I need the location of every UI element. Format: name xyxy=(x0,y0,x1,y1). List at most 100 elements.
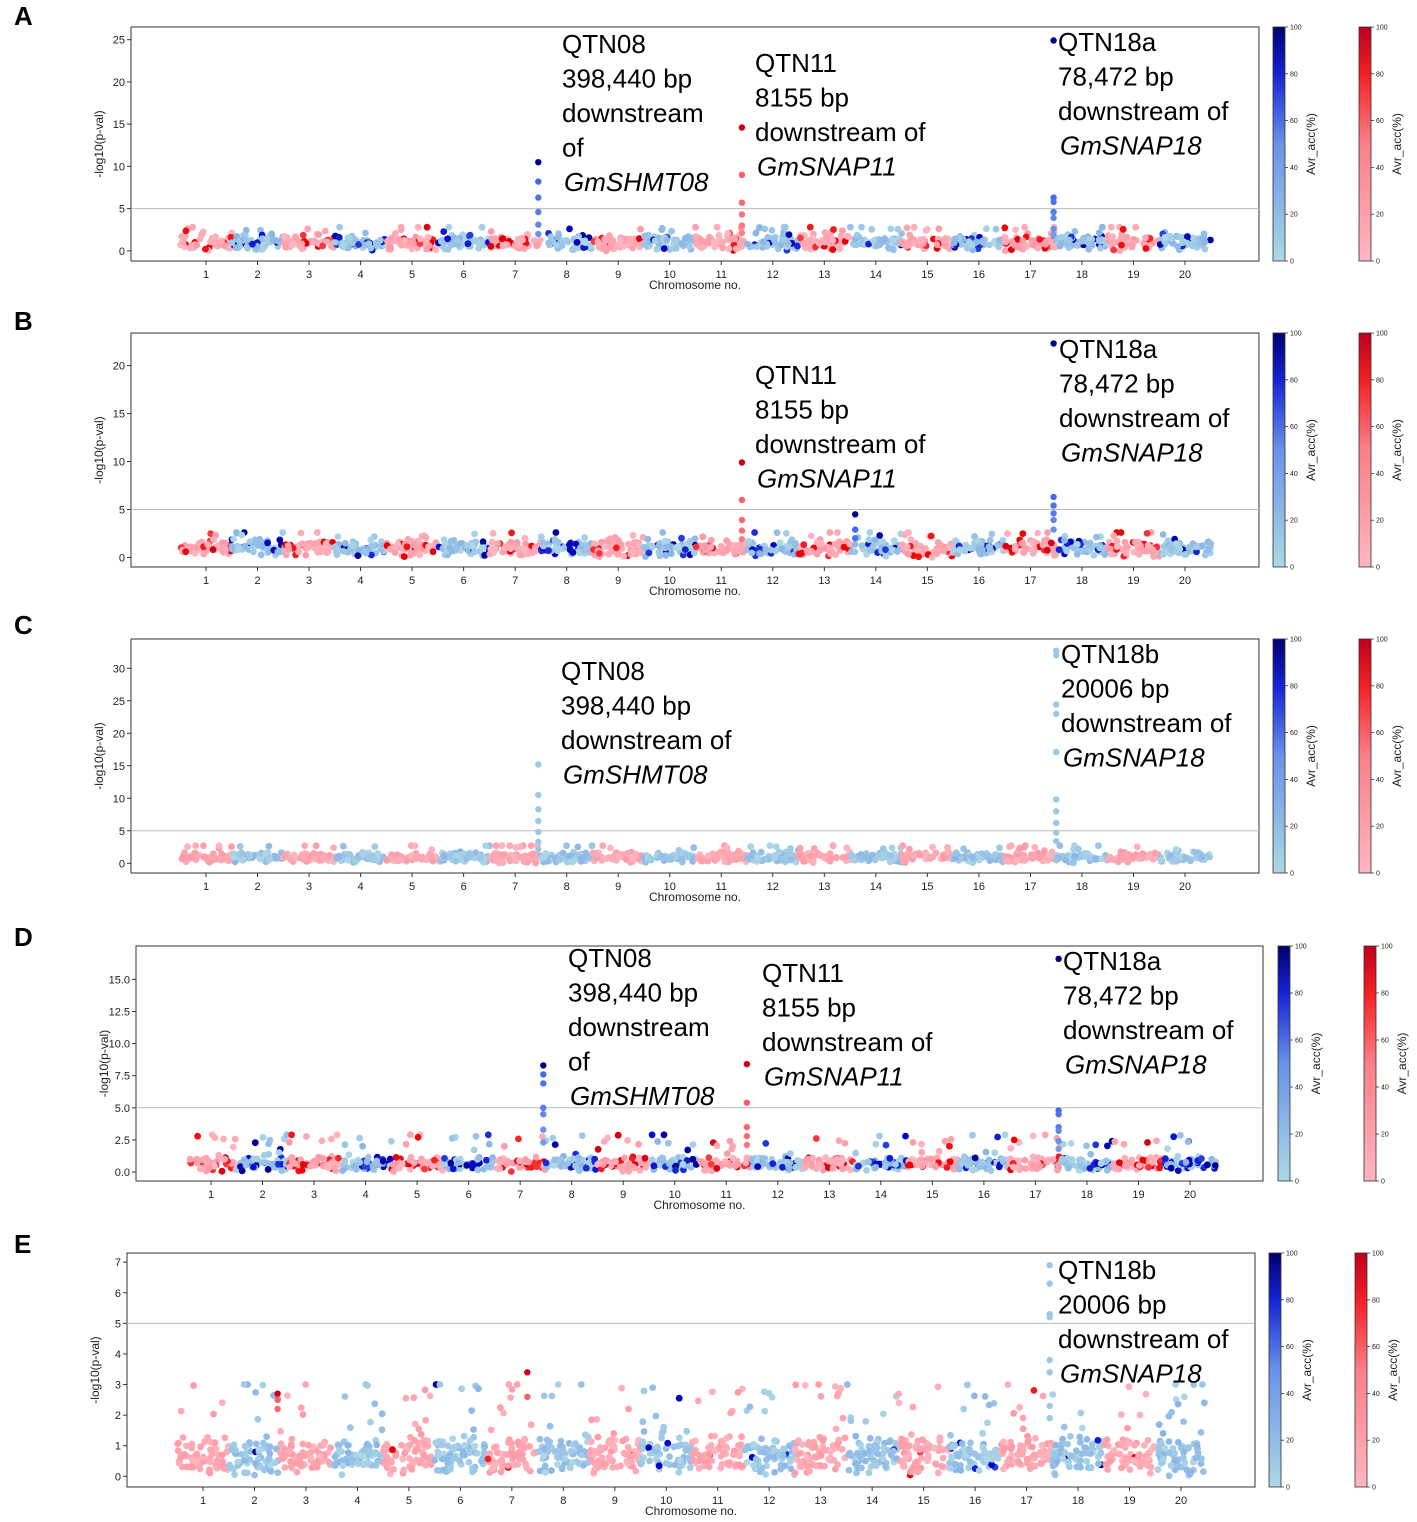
snp-point xyxy=(184,843,192,850)
x-tick-label: 19 xyxy=(1132,1189,1144,1201)
peak-snp-point xyxy=(852,535,859,542)
snp-point xyxy=(182,227,190,235)
x-tick-label: 2 xyxy=(259,1189,265,1201)
snp-point xyxy=(1058,233,1065,241)
snp-point xyxy=(178,1451,185,1458)
x-tick-label: 12 xyxy=(767,575,779,587)
snp-point xyxy=(1071,853,1079,860)
snp-point xyxy=(784,240,792,248)
snp-point xyxy=(863,1167,870,1174)
y-tick-label: 12.5 xyxy=(109,1006,130,1018)
snp-point xyxy=(265,856,272,864)
snp-point xyxy=(747,843,754,850)
snp-point xyxy=(391,549,399,556)
snp-point xyxy=(566,225,573,233)
peak-snp-point xyxy=(1050,516,1057,524)
snp-point xyxy=(475,244,482,252)
peak-snp-point xyxy=(540,1111,547,1118)
snp-point xyxy=(594,238,602,246)
snp-point xyxy=(547,233,555,241)
x-tick-label: 11 xyxy=(721,1189,732,1201)
snp-point xyxy=(1113,537,1121,545)
snp-point xyxy=(499,242,507,250)
snp-point xyxy=(800,541,808,549)
colorbar-tick-label: 80 xyxy=(1290,683,1298,690)
x-tick-label: 8 xyxy=(564,881,570,893)
snp-point xyxy=(832,551,839,558)
snp-point xyxy=(872,1163,880,1171)
snp-point xyxy=(701,543,709,550)
snp-point xyxy=(1132,223,1140,231)
snp-point xyxy=(1135,551,1143,558)
snp-point xyxy=(479,538,487,546)
peak-snp-point xyxy=(738,536,746,543)
snp-point xyxy=(193,1452,201,1459)
snp-point xyxy=(413,545,421,552)
snp-point xyxy=(959,1159,966,1166)
snp-point xyxy=(1056,242,1064,250)
snp-point xyxy=(272,853,279,861)
snp-point xyxy=(817,852,825,859)
snp-point xyxy=(1193,543,1200,551)
colorbar-tick-label: 40 xyxy=(1376,777,1384,784)
snp-point xyxy=(876,532,884,539)
colorbar-tick-label: 100 xyxy=(1290,25,1302,32)
annotation-line: of xyxy=(568,1047,590,1077)
snp-point xyxy=(620,552,628,560)
snp-point xyxy=(537,533,545,541)
snp-point xyxy=(175,1459,183,1467)
snp-point xyxy=(278,1167,285,1174)
snp-point xyxy=(940,236,948,243)
peak-snp-point xyxy=(1055,955,1062,962)
peak-snp-point xyxy=(1050,225,1057,233)
annotation-line: QTN08 xyxy=(568,943,652,973)
snp-point xyxy=(900,855,908,862)
snp-point xyxy=(489,1158,496,1166)
x-tick-label: 18 xyxy=(1076,575,1088,587)
snp-point xyxy=(648,1156,656,1164)
snp-point xyxy=(1015,1157,1023,1165)
snp-point xyxy=(1041,1131,1049,1139)
snp-point xyxy=(299,540,306,547)
snp-point xyxy=(566,541,573,549)
snp-point xyxy=(1097,1160,1105,1167)
snp-point xyxy=(815,240,823,247)
snp-point xyxy=(334,533,342,540)
snp-point xyxy=(249,240,256,248)
peak-snp-point xyxy=(1053,647,1060,654)
snp-point xyxy=(782,529,790,537)
snp-point xyxy=(837,1160,845,1168)
snp-point xyxy=(698,237,706,245)
snp-point xyxy=(576,549,583,557)
colorbar-tick-label: 0 xyxy=(1376,259,1380,266)
snp-point xyxy=(689,1155,697,1163)
snp-point xyxy=(829,246,837,254)
snp-point xyxy=(1053,856,1060,864)
snp-point xyxy=(402,1140,410,1148)
snp-point xyxy=(215,842,223,850)
snp-point xyxy=(272,237,280,244)
snp-point xyxy=(617,236,624,244)
snp-point xyxy=(416,235,424,243)
snp-point xyxy=(197,1165,205,1172)
y-tick-label: 10.0 xyxy=(109,1039,130,1051)
x-axis-label: Chromosome no. xyxy=(649,584,741,598)
snp-point xyxy=(241,542,249,550)
peak-snp-point xyxy=(743,1123,751,1131)
snp-point xyxy=(847,223,854,231)
snp-point xyxy=(679,242,687,250)
snp-point xyxy=(600,243,607,251)
y-tick-label: 25 xyxy=(113,696,125,708)
snp-point xyxy=(298,1166,306,1174)
snp-point xyxy=(904,529,912,536)
annotation-line: downstream of xyxy=(1061,708,1232,738)
snp-point xyxy=(210,536,218,543)
snp-point xyxy=(464,240,472,248)
snp-point xyxy=(665,856,673,863)
x-tick-label: 20 xyxy=(1179,575,1191,587)
snp-point xyxy=(252,537,259,545)
x-tick-label: 15 xyxy=(926,1189,938,1201)
snp-point xyxy=(1045,851,1053,859)
snp-point xyxy=(787,856,794,864)
